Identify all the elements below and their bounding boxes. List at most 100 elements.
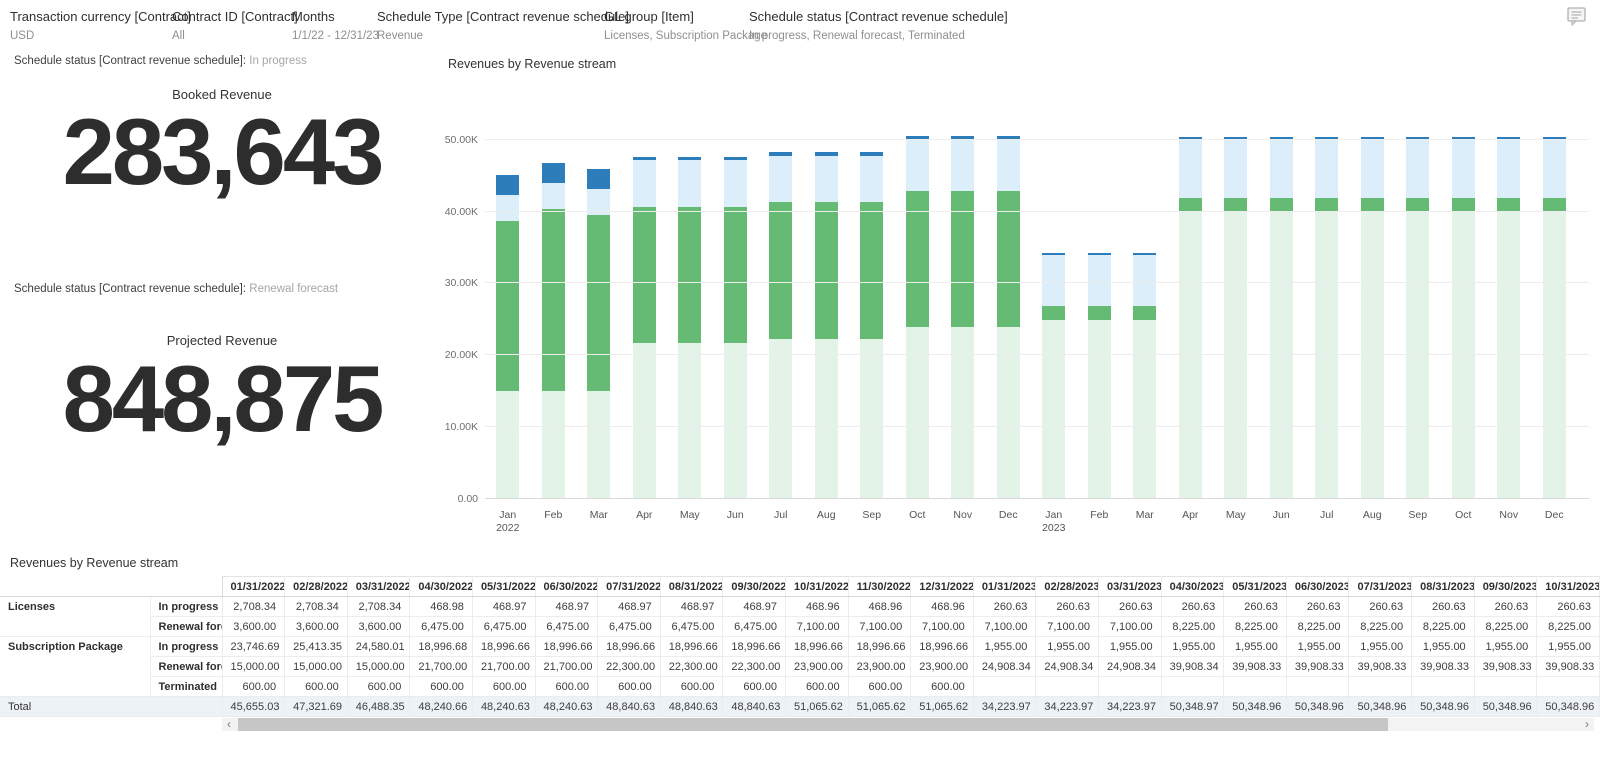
bar-segment-subscription-package-in-progress[interactable] (723, 206, 747, 344)
bar-stack-sep[interactable] (1406, 137, 1430, 499)
bar-stack-oct[interactable] (1451, 137, 1475, 499)
bar-stack-nov[interactable] (1497, 137, 1521, 499)
filter-schedule-type[interactable]: Schedule Type [Contract revenue schedule… (377, 9, 629, 42)
filter-contract-id[interactable]: Contract ID [Contract] All (172, 9, 298, 42)
bar-segment-licenses-in-progress[interactable] (769, 152, 793, 156)
bar-segment-licenses-in-progress[interactable] (1269, 137, 1293, 140)
bar-segment-subscription-package-renewal-forecast[interactable] (769, 338, 793, 499)
bar-segment-licenses-in-progress[interactable] (678, 156, 702, 161)
bar-segment-subscription-package-in-progress[interactable] (951, 190, 975, 328)
scrollbar-right-arrow[interactable]: › (1585, 717, 1589, 731)
bar-segment-subscription-package-in-progress[interactable] (814, 202, 838, 339)
bar-segment-subscription-package-renewal-forecast[interactable] (723, 343, 747, 499)
bar-segment-subscription-package-in-progress[interactable] (996, 190, 1020, 328)
bar-segment-subscription-package-renewal-forecast[interactable] (632, 343, 656, 499)
comment-icon[interactable] (1564, 6, 1588, 28)
bar-segment-subscription-package-in-progress[interactable] (1360, 198, 1384, 213)
bar-segment-licenses-in-progress[interactable] (814, 152, 838, 156)
bar-segment-subscription-package-in-progress[interactable] (1497, 198, 1521, 213)
bar-segment-subscription-package-renewal-forecast[interactable] (1178, 212, 1202, 499)
bar-segment-subscription-package-renewal-forecast[interactable] (1406, 212, 1430, 499)
bar-segment-licenses-in-progress[interactable] (1042, 253, 1066, 256)
filter-schedule-status[interactable]: Schedule status [Contract revenue schedu… (749, 9, 1008, 42)
bar-stack-may[interactable] (1224, 137, 1248, 499)
bar-segment-licenses-in-progress[interactable] (860, 152, 884, 156)
bar-segment-subscription-package-renewal-forecast[interactable] (1451, 212, 1475, 499)
bar-segment-subscription-package-in-progress[interactable] (1042, 306, 1066, 321)
bar-segment-subscription-package-in-progress[interactable] (496, 220, 520, 392)
bar-stack-jan-2022[interactable] (496, 175, 520, 499)
bar-segment-licenses-in-progress[interactable] (587, 169, 611, 189)
bar-segment-subscription-package-in-progress[interactable] (1406, 198, 1430, 213)
bar-segment-subscription-package-renewal-forecast[interactable] (814, 338, 838, 499)
bar-segment-subscription-package-in-progress[interactable] (1315, 198, 1339, 213)
bar-stack-jun[interactable] (723, 156, 747, 499)
bar-segment-licenses-in-progress[interactable] (1315, 137, 1339, 140)
bar-stack-jul[interactable] (769, 152, 793, 499)
bar-stack-mar[interactable] (1133, 253, 1157, 499)
bar-segment-licenses-renewal-forecast[interactable] (1269, 139, 1293, 199)
bar-stack-oct[interactable] (905, 136, 929, 499)
bar-segment-licenses-renewal-forecast[interactable] (587, 188, 611, 215)
bar-segment-licenses-renewal-forecast[interactable] (1315, 139, 1339, 199)
filter-months[interactable]: Months 1/1/22 - 12/31/23 (292, 9, 379, 42)
bar-segment-subscription-package-renewal-forecast[interactable] (1497, 212, 1521, 499)
bar-segment-licenses-renewal-forecast[interactable] (541, 182, 565, 209)
bar-segment-licenses-renewal-forecast[interactable] (1451, 139, 1475, 199)
bar-segment-licenses-renewal-forecast[interactable] (496, 194, 520, 221)
bar-stack-apr[interactable] (632, 156, 656, 499)
bar-segment-licenses-in-progress[interactable] (1497, 137, 1521, 140)
filter-transaction-currency[interactable]: Transaction currency [Contract] USD (10, 9, 191, 42)
bar-segment-subscription-package-renewal-forecast[interactable] (1542, 212, 1566, 499)
bar-segment-licenses-renewal-forecast[interactable] (678, 160, 702, 207)
bar-segment-subscription-package-in-progress[interactable] (678, 206, 702, 344)
bar-segment-licenses-renewal-forecast[interactable] (860, 155, 884, 203)
bar-segment-subscription-package-in-progress[interactable] (587, 214, 611, 392)
bar-segment-subscription-package-renewal-forecast[interactable] (587, 391, 611, 499)
bar-segment-licenses-renewal-forecast[interactable] (1497, 139, 1521, 199)
bar-segment-subscription-package-renewal-forecast[interactable] (905, 327, 929, 499)
scrollbar-left-arrow[interactable]: ‹ (227, 717, 231, 731)
bar-segment-subscription-package-renewal-forecast[interactable] (1087, 320, 1111, 499)
bar-segment-licenses-renewal-forecast[interactable] (1042, 255, 1066, 307)
bar-stack-may[interactable] (678, 156, 702, 499)
bar-segment-licenses-renewal-forecast[interactable] (1133, 255, 1157, 307)
bar-segment-licenses-renewal-forecast[interactable] (1087, 255, 1111, 307)
bar-segment-subscription-package-in-progress[interactable] (1542, 198, 1566, 213)
bar-segment-subscription-package-renewal-forecast[interactable] (1042, 320, 1066, 499)
bar-segment-licenses-renewal-forecast[interactable] (1406, 139, 1430, 199)
bar-segment-licenses-renewal-forecast[interactable] (814, 155, 838, 203)
scrollbar-thumb[interactable] (238, 718, 1388, 731)
bar-stack-jun[interactable] (1269, 137, 1293, 499)
bar-segment-licenses-in-progress[interactable] (905, 136, 929, 140)
bar-segment-subscription-package-in-progress[interactable] (1178, 198, 1202, 213)
bar-segment-subscription-package-in-progress[interactable] (632, 206, 656, 344)
bar-segment-subscription-package-renewal-forecast[interactable] (496, 391, 520, 499)
bar-segment-subscription-package-in-progress[interactable] (905, 190, 929, 328)
bar-stack-aug[interactable] (814, 152, 838, 499)
bar-segment-licenses-in-progress[interactable] (1451, 137, 1475, 140)
bar-segment-licenses-in-progress[interactable] (1542, 137, 1566, 140)
bar-segment-subscription-package-in-progress[interactable] (541, 208, 565, 392)
bar-segment-licenses-renewal-forecast[interactable] (996, 139, 1020, 191)
bar-segment-licenses-renewal-forecast[interactable] (769, 155, 793, 203)
bar-segment-licenses-renewal-forecast[interactable] (1178, 139, 1202, 199)
bar-segment-licenses-renewal-forecast[interactable] (1360, 139, 1384, 199)
bar-segment-licenses-in-progress[interactable] (632, 156, 656, 161)
bar-segment-licenses-in-progress[interactable] (996, 136, 1020, 140)
bar-segment-subscription-package-renewal-forecast[interactable] (1315, 212, 1339, 499)
bar-stack-dec[interactable] (996, 136, 1020, 499)
bar-stack-feb[interactable] (541, 163, 565, 499)
bar-stack-feb[interactable] (1087, 253, 1111, 499)
bar-segment-licenses-renewal-forecast[interactable] (905, 139, 929, 191)
bar-segment-subscription-package-in-progress[interactable] (769, 202, 793, 339)
bar-segment-licenses-in-progress[interactable] (951, 136, 975, 140)
bar-segment-subscription-package-in-progress[interactable] (1451, 198, 1475, 213)
bar-segment-licenses-in-progress[interactable] (723, 156, 747, 161)
bar-segment-licenses-renewal-forecast[interactable] (632, 160, 656, 207)
filter-gl-group[interactable]: GL group [Item] Licenses, Subscription Pa… (604, 9, 767, 42)
bar-segment-licenses-in-progress[interactable] (1406, 137, 1430, 140)
bar-segment-licenses-renewal-forecast[interactable] (1224, 139, 1248, 199)
bar-segment-subscription-package-renewal-forecast[interactable] (996, 327, 1020, 499)
bar-segment-licenses-in-progress[interactable] (1178, 137, 1202, 140)
